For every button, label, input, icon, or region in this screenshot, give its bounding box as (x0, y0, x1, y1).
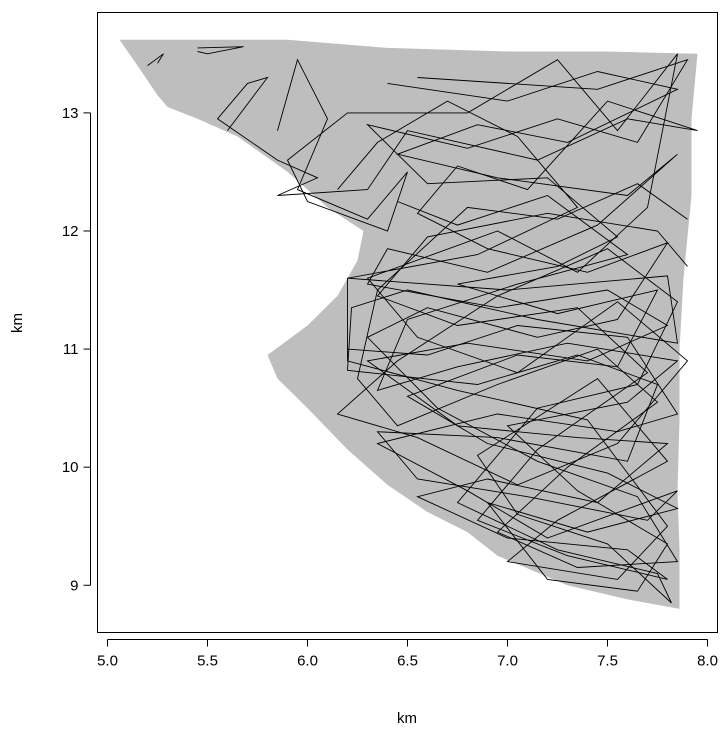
x-tick-label: 7.5 (597, 653, 618, 670)
x-axis: 5.0 5.5 6.0 6.5 7.0 7.5 8.0 (97, 639, 718, 670)
x-tick-label: 6.0 (297, 653, 318, 670)
x-axis-title: km (397, 710, 417, 727)
y-tick-label: 10 (62, 459, 79, 476)
track-path-0-0 (197, 46, 244, 55)
y-axis: 9 10 11 12 13 (62, 105, 91, 594)
y-tick-label: 12 (62, 223, 79, 240)
track-path-0-6 (366, 58, 689, 592)
y-tick-label: 11 (63, 341, 79, 358)
x-tick-label: 5.0 (97, 653, 118, 670)
plot-frame (97, 12, 718, 633)
x-tick-label: 8.0 (697, 653, 718, 670)
x-tick-label: 5.5 (197, 653, 218, 670)
y-axis-title: km (9, 313, 26, 333)
y-tick-label: 9 (70, 577, 78, 594)
x-tick-label: 7.0 (497, 653, 518, 670)
track-path-0-5 (366, 71, 688, 580)
x-tick-label: 6.5 (397, 653, 418, 670)
track-path-0-1 (147, 53, 164, 66)
track-path-0-3 (216, 76, 698, 568)
track-path-0-4 (347, 275, 679, 539)
y-tick-label: 13 (62, 105, 79, 122)
movement-tracks (147, 46, 698, 604)
